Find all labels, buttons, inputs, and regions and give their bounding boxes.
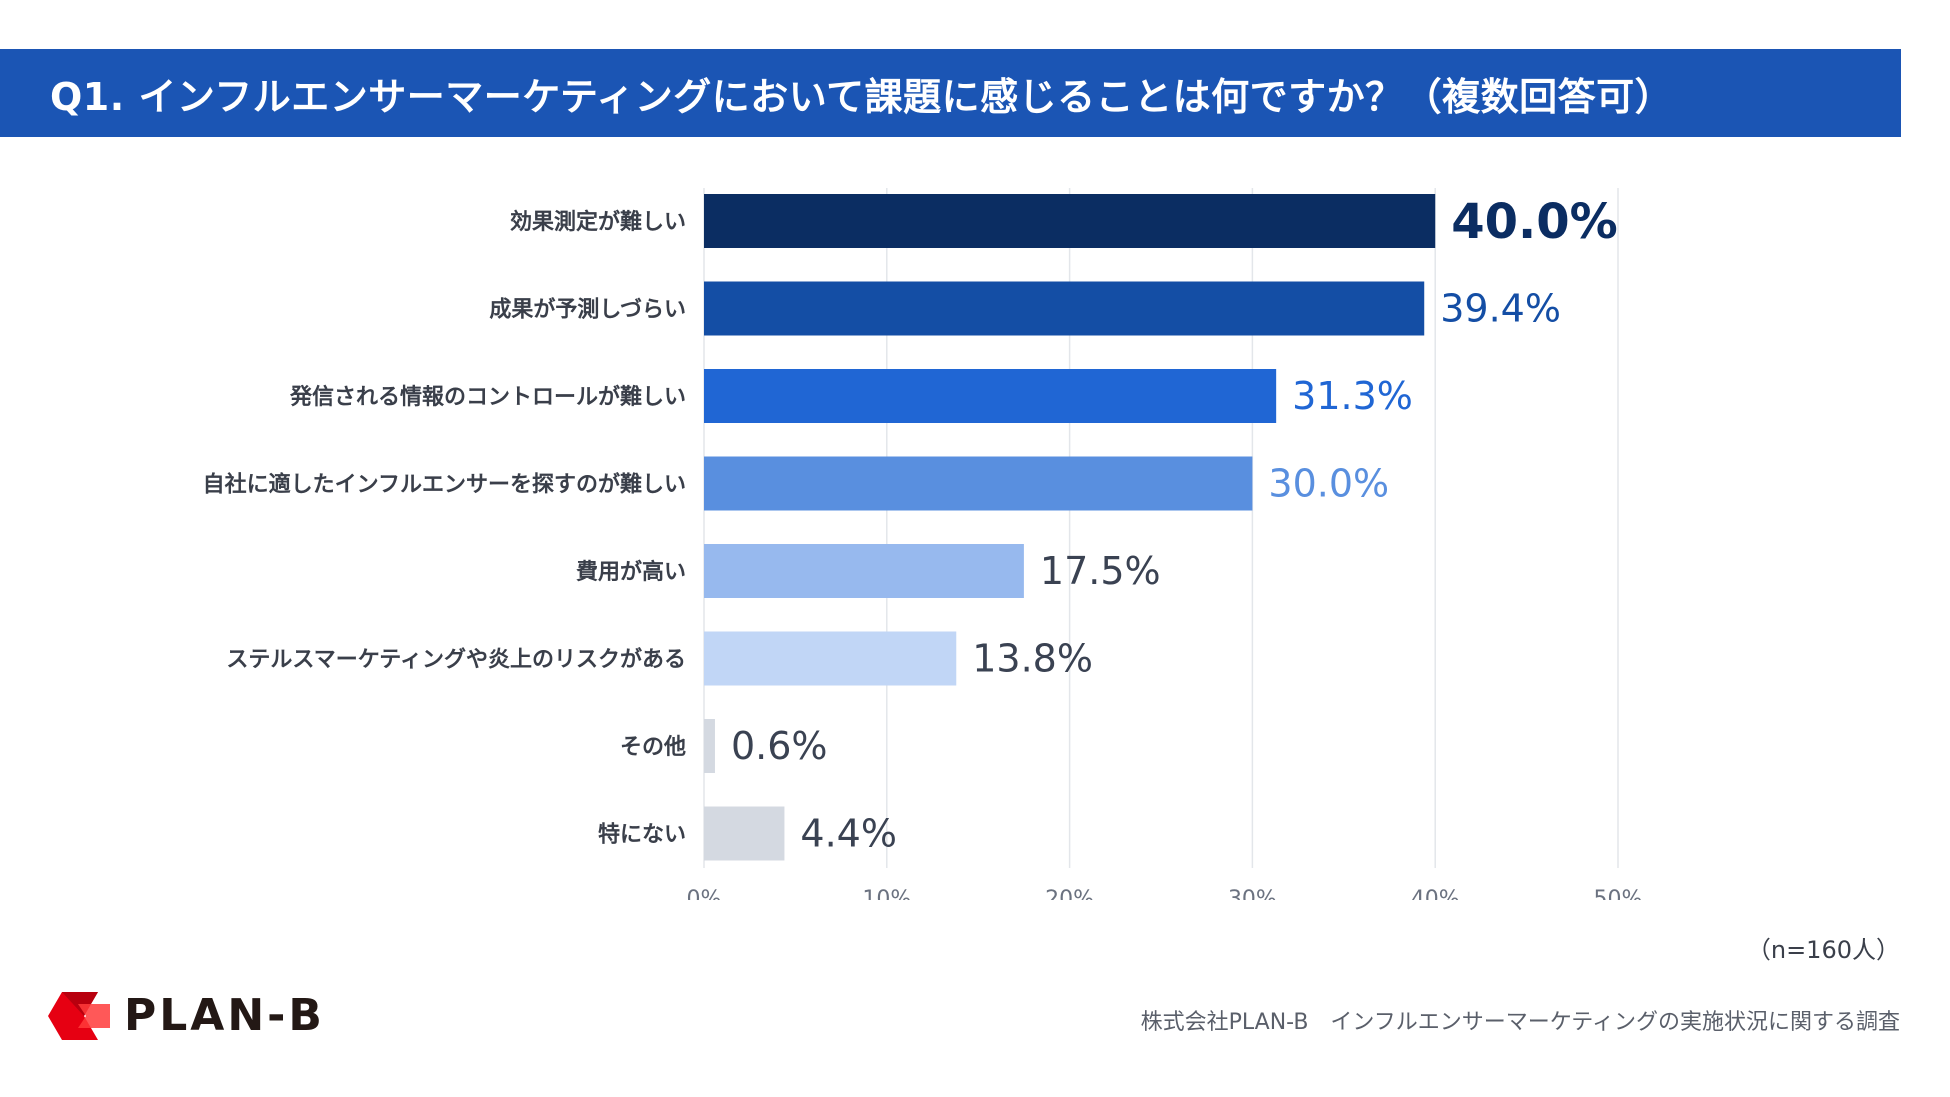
x-tick-label: 10% xyxy=(862,887,911,900)
category-label: ステルスマーケティングや炎上のリスクがある xyxy=(226,647,686,673)
x-tick-label: 40% xyxy=(1411,887,1460,900)
value-label: 13.8% xyxy=(972,637,1093,681)
value-label: 30.0% xyxy=(1268,462,1389,506)
bar xyxy=(704,457,1252,511)
bar-chart: 0% 10% 20% 30% 40% 50% 効果測定が難しい 40.0% 成果が予測しづらい 3… xyxy=(0,0,1950,900)
x-tick-label: 20% xyxy=(1045,887,1094,900)
value-label: 39.4% xyxy=(1440,287,1561,331)
brand-name: PLAN-B xyxy=(124,990,325,1041)
x-tick-label: 0% xyxy=(687,887,722,900)
value-label: 0.6% xyxy=(731,724,828,768)
value-label: 40.0% xyxy=(1451,194,1618,250)
category-label: 発信される情報のコントロールが難しい xyxy=(289,384,686,410)
category-label: 特にない xyxy=(598,822,686,848)
bar xyxy=(704,632,956,686)
category-label: 自社に適したインフルエンサーを探すのが難しい xyxy=(203,472,686,498)
value-label: 31.3% xyxy=(1292,374,1413,418)
category-label: 効果測定が難しい xyxy=(510,209,686,235)
source-credit: 株式会社PLAN-B インフルエンサーマーケティングの実施状況に関する調査 xyxy=(1141,1004,1900,1036)
bar xyxy=(704,544,1024,598)
category-label: 成果が予測しづらい xyxy=(489,297,686,323)
x-tick-label: 50% xyxy=(1594,887,1643,900)
x-tick-label: 30% xyxy=(1228,887,1277,900)
bar xyxy=(704,807,784,861)
category-label: その他 xyxy=(620,735,686,760)
bar xyxy=(704,369,1276,423)
bar xyxy=(704,282,1424,336)
value-label: 4.4% xyxy=(800,812,897,856)
value-label: 17.5% xyxy=(1040,549,1161,593)
category-label: 費用が高い xyxy=(576,559,686,585)
bar xyxy=(704,719,715,773)
plan-b-logo-icon xyxy=(48,992,110,1040)
bar xyxy=(704,194,1435,248)
sample-size-note: （n=160人） xyxy=(1747,930,1900,965)
brand-logo: PLAN-B xyxy=(48,990,325,1041)
